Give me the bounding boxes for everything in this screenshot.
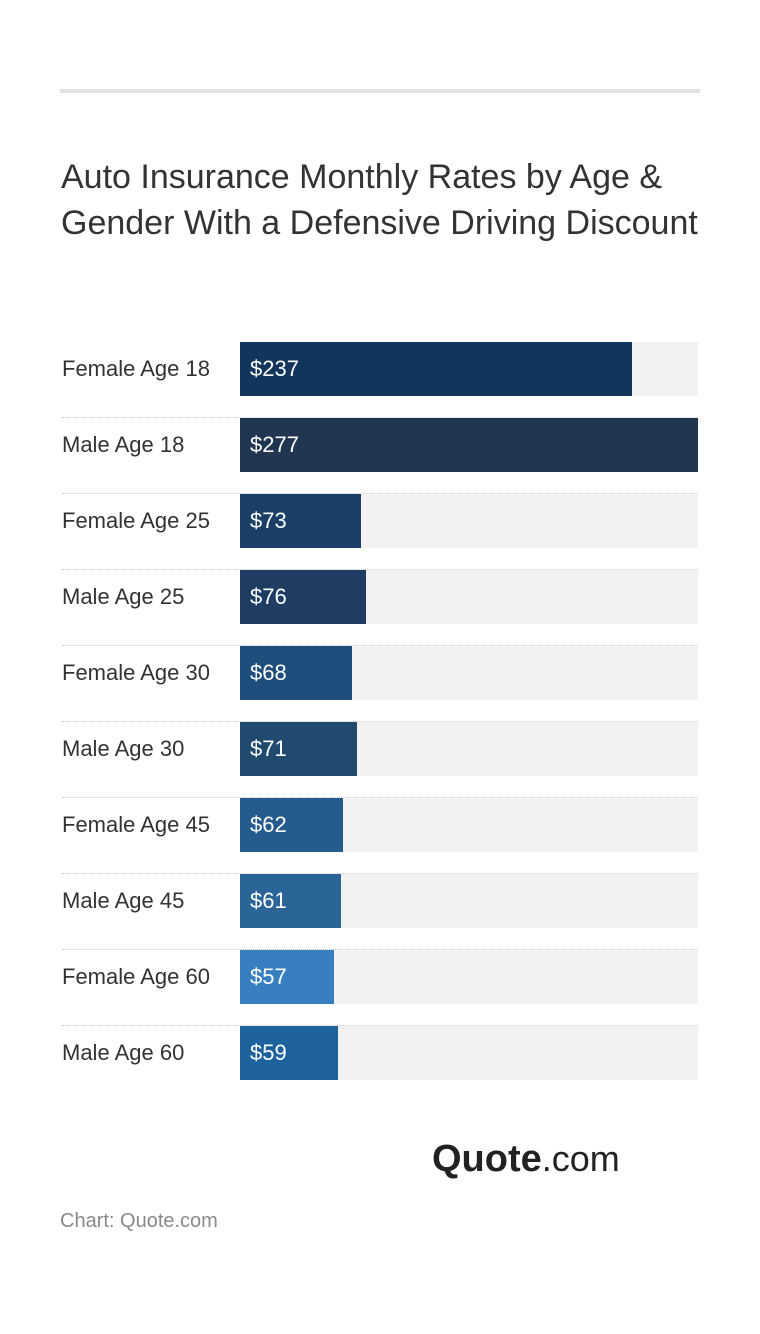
bar: $71 bbox=[240, 722, 357, 776]
bar-value-label: $76 bbox=[250, 584, 287, 609]
chart-row: Female Age 25 $73 bbox=[62, 494, 698, 570]
row-divider bbox=[62, 493, 698, 494]
bar-track: $73 bbox=[240, 494, 698, 548]
bar-track: $237 bbox=[240, 342, 698, 396]
bar: $277 bbox=[240, 418, 698, 472]
category-label: Male Age 45 bbox=[62, 888, 185, 913]
chart-row: Female Age 18 $237 bbox=[62, 342, 698, 418]
bar-value-label: $73 bbox=[250, 508, 287, 533]
chart-row: Male Age 45 $61 bbox=[62, 874, 698, 950]
logo-wordmark: Quote bbox=[432, 1138, 542, 1180]
top-divider bbox=[60, 89, 700, 93]
bar: $57 bbox=[240, 950, 334, 1004]
bar-track: $68 bbox=[240, 646, 698, 700]
bar-track: $62 bbox=[240, 798, 698, 852]
row-divider bbox=[62, 1025, 698, 1026]
bar: $237 bbox=[240, 342, 632, 396]
bar-value-label: $57 bbox=[250, 964, 287, 989]
chart-row: Male Age 18 $277 bbox=[62, 418, 698, 494]
chart-row: Male Age 25 $76 bbox=[62, 570, 698, 646]
row-divider bbox=[62, 873, 698, 874]
bar-track: $71 bbox=[240, 722, 698, 776]
category-label: Female Age 25 bbox=[62, 508, 210, 533]
category-label: Female Age 30 bbox=[62, 660, 210, 685]
row-divider bbox=[62, 417, 698, 418]
bar: $68 bbox=[240, 646, 352, 700]
bar-track: $57 bbox=[240, 950, 698, 1004]
bar: $73 bbox=[240, 494, 361, 548]
category-label: Female Age 18 bbox=[62, 356, 210, 381]
category-label: Female Age 45 bbox=[62, 812, 210, 837]
quote-logo: Quote.com bbox=[432, 1134, 620, 1184]
bar-value-label: $59 bbox=[250, 1040, 287, 1065]
bar: $62 bbox=[240, 798, 343, 852]
bar-value-label: $237 bbox=[250, 356, 299, 381]
source-credit: Chart: Quote.com bbox=[60, 1210, 218, 1232]
logo-domain: .com bbox=[541, 1138, 620, 1179]
chart-row: Female Age 60 $57 bbox=[62, 950, 698, 1026]
bar: $59 bbox=[240, 1026, 338, 1080]
chart-row: Male Age 30 $71 bbox=[62, 722, 698, 798]
category-label: Male Age 25 bbox=[62, 584, 185, 609]
row-divider bbox=[62, 949, 698, 950]
bar-value-label: $62 bbox=[250, 812, 287, 837]
bar: $61 bbox=[240, 874, 341, 928]
bar-track: $76 bbox=[240, 570, 698, 624]
chart-row: Male Age 60 $59 bbox=[62, 1026, 698, 1102]
bar-track: $59 bbox=[240, 1026, 698, 1080]
bar-value-label: $61 bbox=[250, 888, 287, 913]
bar-value-label: $71 bbox=[250, 736, 287, 761]
category-label: Male Age 30 bbox=[62, 736, 185, 761]
category-label: Female Age 60 bbox=[62, 964, 210, 989]
chart-row: Female Age 30 $68 bbox=[62, 646, 698, 722]
chart-title: Auto Insurance Monthly Rates by Age & Ge… bbox=[61, 158, 698, 242]
row-divider bbox=[62, 797, 698, 798]
row-divider bbox=[62, 645, 698, 646]
row-divider bbox=[62, 569, 698, 570]
category-label: Male Age 60 bbox=[62, 1040, 185, 1065]
row-divider bbox=[62, 721, 698, 722]
chart-row: Female Age 45 $62 bbox=[62, 798, 698, 874]
category-label: Male Age 18 bbox=[62, 432, 185, 457]
bar: $76 bbox=[240, 570, 366, 624]
bar-value-label: $277 bbox=[250, 432, 299, 457]
bar-track: $61 bbox=[240, 874, 698, 928]
bar-track: $277 bbox=[240, 418, 698, 472]
bar-value-label: $68 bbox=[250, 660, 287, 685]
